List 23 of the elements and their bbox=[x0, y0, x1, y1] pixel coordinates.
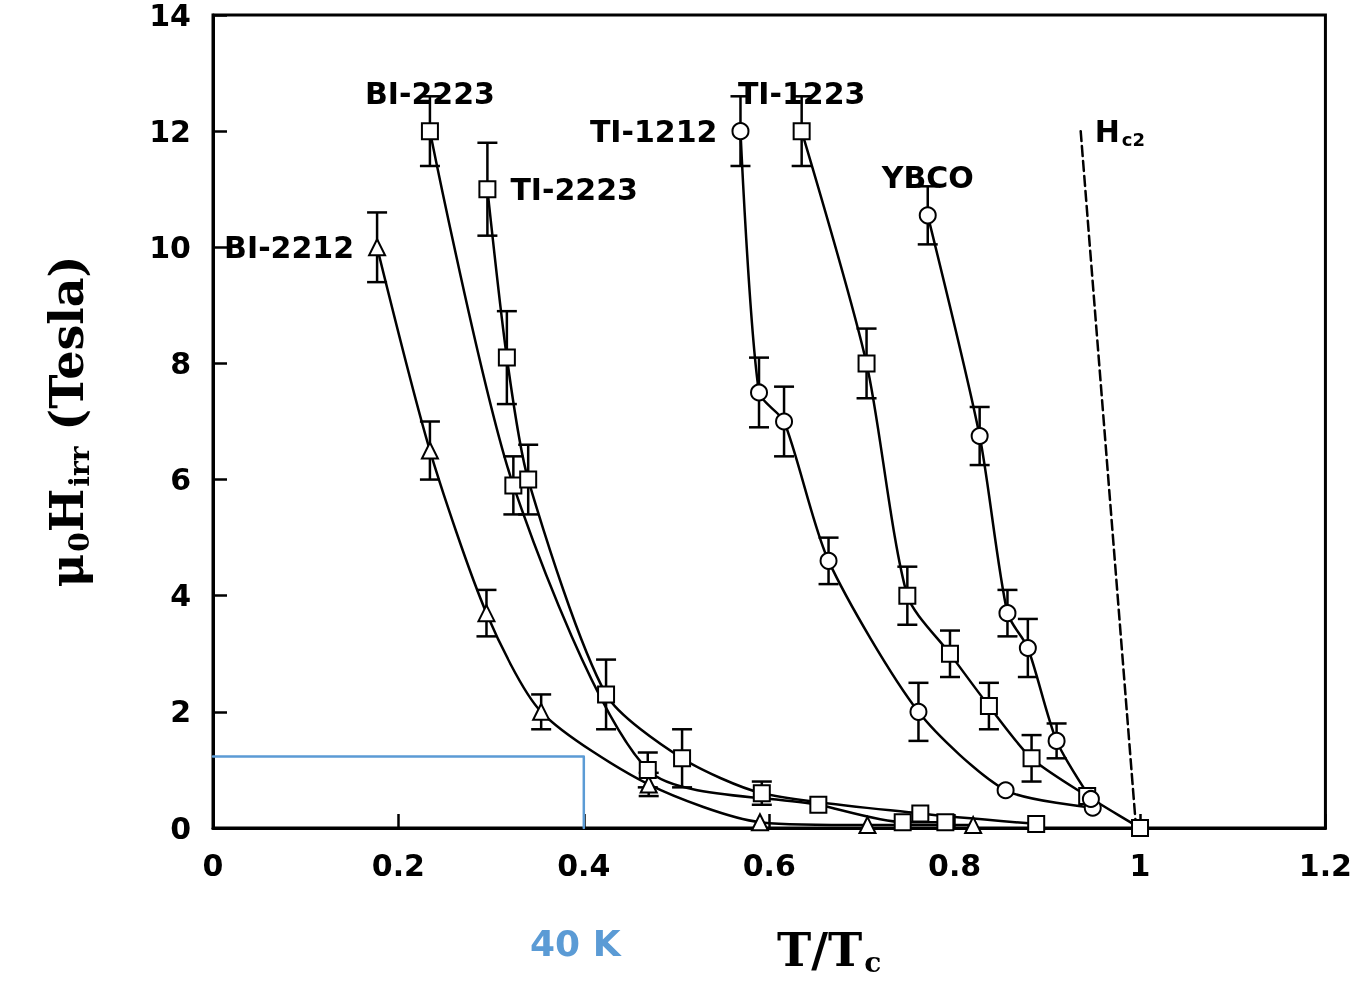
y-tick-label: 0 bbox=[170, 810, 191, 846]
x-tick-label: 0.4 bbox=[557, 847, 611, 883]
series-label: YBCO bbox=[880, 159, 974, 195]
text: 40 K bbox=[530, 922, 622, 964]
x-tick-label: 0.2 bbox=[371, 847, 425, 883]
x-tick-label: 0.6 bbox=[742, 847, 796, 883]
y-axis-title: μ0Hirr (Tesla) bbox=[39, 255, 96, 588]
series-label: TI-2223 bbox=[510, 171, 638, 207]
series-label: TI-1223 bbox=[737, 75, 866, 111]
y-tick-label: 4 bbox=[170, 578, 191, 614]
x-tick-label: 0.8 bbox=[928, 847, 982, 883]
series-label: BI-2212 bbox=[224, 229, 355, 265]
y-tick-label: 14 bbox=[149, 0, 191, 33]
x-tick-label: 1.2 bbox=[1298, 847, 1353, 883]
y-tick-label: 10 bbox=[149, 229, 191, 265]
series-label: BI-2223 bbox=[364, 75, 495, 111]
x-tick-label: 1 bbox=[1129, 847, 1151, 883]
y-tick-label: 2 bbox=[170, 694, 191, 730]
series-label: TI-1212 bbox=[589, 113, 718, 149]
y-tick-label: 6 bbox=[170, 462, 191, 498]
x-tick-label: 0 bbox=[202, 847, 224, 883]
y-tick-label: 12 bbox=[149, 113, 191, 149]
y-tick-label: 8 bbox=[170, 345, 191, 381]
